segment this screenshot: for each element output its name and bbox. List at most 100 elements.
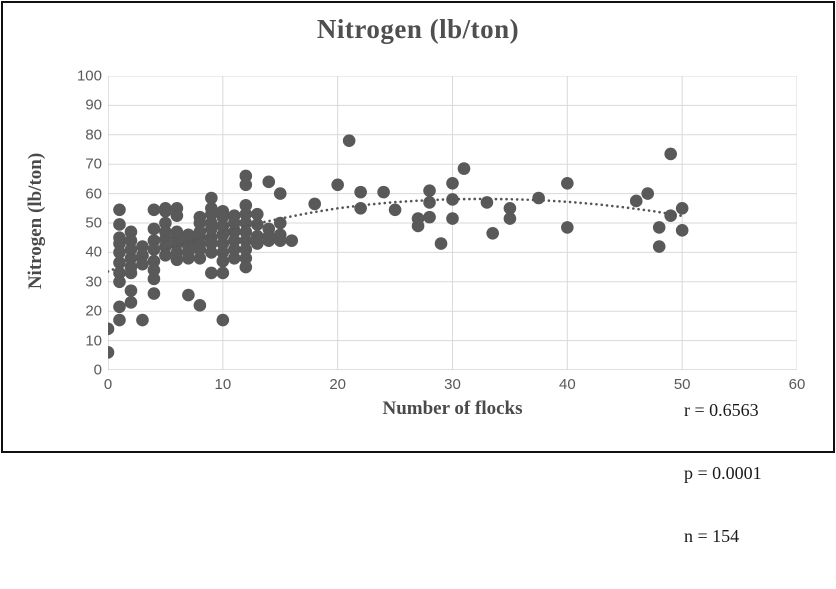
data-point [205, 222, 218, 236]
data-point [411, 219, 425, 233]
data-point [561, 177, 574, 190]
data-point [664, 209, 677, 222]
data-point [250, 218, 264, 231]
data-point [124, 296, 138, 309]
data-point [113, 266, 126, 280]
data-point [652, 240, 666, 253]
plot-area: r = 0.6563 p = 0.0001 n = 154 [108, 76, 797, 546]
data-point [216, 266, 230, 280]
stats-p-value: p = 0.0001 [684, 463, 762, 483]
data-point [239, 234, 253, 247]
data-point [262, 234, 276, 247]
data-point [423, 184, 436, 197]
data-point [228, 243, 241, 256]
data-point [124, 284, 138, 297]
data-point [124, 234, 138, 247]
data-point [273, 216, 287, 230]
data-point [136, 313, 149, 327]
y-tick-label: 90 [85, 96, 102, 114]
data-point [342, 134, 356, 147]
data-point [675, 202, 689, 215]
data-point [486, 226, 499, 240]
data-point [124, 225, 138, 239]
data-point [239, 225, 253, 239]
x-axis-tick-labels: 0 10 20 30 40 50 60 [104, 376, 806, 396]
data-point [457, 162, 471, 175]
data-point [113, 275, 126, 289]
data-point [273, 187, 287, 200]
data-point [170, 253, 184, 267]
data-point [113, 300, 126, 314]
data-point [113, 203, 126, 217]
data-point [159, 249, 172, 262]
data-point [239, 260, 253, 274]
chart-title: Nitrogen (lb/ton) [316, 14, 520, 44]
data-point [216, 210, 230, 224]
x-axis-title: Number of flocks [382, 398, 523, 419]
data-point [239, 243, 253, 256]
data-point [216, 246, 230, 259]
data-point [228, 234, 241, 247]
data-point [147, 234, 161, 247]
y-tick-label: 40 [85, 243, 102, 261]
data-point [193, 299, 207, 312]
data-point [170, 209, 184, 222]
data-point [205, 207, 218, 221]
data-point [108, 322, 115, 336]
data-point [228, 225, 241, 239]
data-point [147, 203, 161, 217]
data-point [124, 251, 138, 265]
data-point [652, 221, 666, 234]
scatter-plot-canvas [108, 76, 797, 370]
y-tick-label: 0 [93, 361, 102, 379]
data-point [205, 191, 218, 205]
data-point [503, 202, 517, 215]
data-point [239, 207, 253, 221]
data-point [216, 219, 230, 233]
data-point [124, 266, 138, 280]
y-axis-tick-labels: 0 10 20 30 40 50 60 70 80 90 100 [58, 68, 102, 379]
data-point [239, 169, 253, 183]
y-tick-label: 20 [85, 302, 102, 320]
data-point [446, 212, 459, 225]
data-point [113, 237, 126, 250]
y-tick-label: 80 [85, 126, 102, 144]
data-point [182, 251, 195, 265]
data-point [113, 218, 126, 231]
data-point [250, 237, 264, 250]
data-point [147, 243, 161, 256]
data-point [193, 243, 207, 256]
data-point [136, 257, 149, 271]
data-point [147, 254, 161, 268]
data-point [532, 191, 545, 205]
data-point [273, 234, 287, 247]
data-point [354, 202, 367, 215]
data-point [675, 224, 689, 237]
y-tick-label: 50 [85, 214, 102, 232]
trendline [108, 197, 684, 273]
data-point [629, 194, 643, 208]
data-point [561, 221, 574, 234]
data-point [262, 175, 276, 189]
data-point [641, 187, 655, 200]
data-point [216, 313, 230, 327]
data-point [136, 249, 149, 262]
x-tick-label: 20 [329, 376, 346, 393]
y-tick-label: 30 [85, 273, 102, 291]
data-point [228, 216, 241, 230]
data-point [446, 177, 459, 190]
data-point [147, 263, 161, 277]
data-point [147, 272, 161, 286]
data-point [503, 212, 517, 225]
data-point [182, 288, 195, 302]
data-point [423, 210, 436, 224]
x-tick-label: 0 [103, 376, 113, 393]
data-point [423, 196, 436, 209]
x-tick-label: 60 [788, 376, 806, 393]
data-point [205, 237, 218, 250]
data-point [239, 178, 253, 192]
data-point [250, 207, 264, 221]
data-point [354, 185, 367, 199]
x-tick-label: 30 [444, 376, 461, 393]
data-point [193, 251, 207, 265]
